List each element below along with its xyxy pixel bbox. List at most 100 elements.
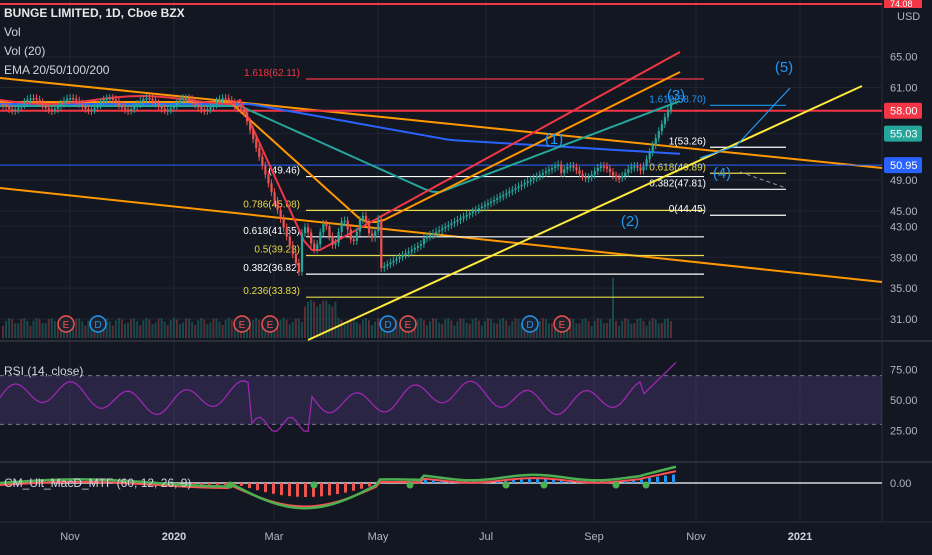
volume-bar — [669, 321, 672, 338]
wave-projection — [699, 87, 791, 159]
volume-bar — [194, 325, 197, 338]
candle — [425, 236, 429, 239]
ema20-line — [0, 51, 681, 251]
volume-bar — [151, 323, 154, 338]
candle — [8, 106, 11, 110]
candle — [288, 236, 291, 246]
candle — [514, 188, 517, 190]
volume-bar — [233, 324, 236, 338]
volume-bar — [154, 322, 157, 338]
candle — [490, 201, 493, 204]
candle — [663, 117, 667, 125]
volume-bar — [493, 322, 496, 338]
candle — [413, 247, 416, 250]
volume-bar — [630, 323, 633, 338]
candle — [566, 166, 569, 170]
candle — [453, 221, 456, 224]
volume-bar — [636, 318, 639, 338]
candle — [401, 255, 404, 257]
volume-bar — [87, 320, 90, 338]
candle — [645, 159, 648, 167]
candle — [361, 215, 365, 220]
time-axis-tick: 2021 — [788, 531, 812, 543]
rsi-indicator-label[interactable]: RSI (14, close) — [4, 364, 84, 378]
volume-bar — [307, 301, 309, 338]
candle — [337, 231, 340, 243]
price-badge-label: 50.95 — [890, 160, 918, 172]
macd-histogram-bar — [664, 475, 667, 483]
price-axis-tick: 39.00 — [890, 252, 918, 264]
volume-bar — [124, 323, 126, 338]
volume-bar — [117, 318, 120, 338]
candle — [319, 232, 322, 245]
volume-bar — [148, 319, 151, 338]
volume-bar — [377, 318, 380, 338]
candle — [75, 98, 78, 101]
volume-bar — [416, 319, 419, 338]
volume-bar — [639, 318, 642, 338]
candle — [154, 100, 157, 104]
candle — [66, 98, 69, 101]
volume-bar — [227, 318, 230, 338]
time-axis-tick: Mar — [265, 531, 284, 543]
candle — [599, 166, 602, 168]
price-axis-tick: 49.00 — [890, 175, 918, 187]
earnings-marker — [57, 315, 75, 333]
macd-indicator-label[interactable]: CM_Ult_MacD_MTF (60, 12, 26, 9) — [4, 476, 192, 490]
candle — [511, 189, 514, 192]
candle — [53, 108, 57, 111]
candle — [166, 109, 169, 112]
volume-bar — [435, 318, 438, 338]
candle — [419, 244, 423, 246]
candle — [538, 174, 541, 177]
candle — [654, 138, 657, 146]
candle — [185, 98, 188, 100]
price-badge — [884, 102, 922, 119]
candle — [200, 107, 203, 110]
symbol-title[interactable]: BUNGE LIMITED, 1D, Cboe BZX — [4, 6, 185, 20]
candle — [651, 145, 654, 153]
volume-bar — [166, 325, 169, 338]
top-price-label: 74.08 — [890, 0, 913, 9]
volume-bar — [291, 321, 294, 338]
candle — [355, 231, 358, 241]
time-axis-tick: Sep — [584, 531, 604, 543]
volume-bar — [133, 318, 136, 338]
candle — [377, 219, 380, 232]
candle — [587, 177, 590, 179]
volume-bar — [188, 318, 191, 338]
candle — [267, 174, 270, 184]
volume-bar — [221, 324, 224, 338]
candle — [142, 98, 145, 102]
macd-histogram-bar — [192, 483, 195, 485]
volume-bar — [645, 325, 648, 338]
macd-histogram-bar — [528, 478, 531, 483]
volume-bar — [300, 322, 303, 338]
candle — [300, 232, 304, 272]
fib-retracement-label: 0.786(45.08) — [243, 199, 300, 210]
volume-bar — [14, 323, 17, 338]
ema-indicator-label[interactable]: EMA 20/50/100/200 — [4, 63, 110, 77]
fib-extension-label: 1.618(58.70) — [649, 94, 706, 105]
candle — [252, 130, 255, 140]
volume-bar — [429, 321, 431, 338]
rsi-axis-tick: 25.00 — [890, 426, 918, 438]
volume-bar — [425, 325, 428, 338]
volume-bar — [319, 303, 322, 338]
candle — [432, 233, 435, 236]
volume-bar — [618, 325, 621, 338]
candle — [44, 105, 47, 108]
candle — [111, 98, 114, 100]
vol-indicator-label[interactable]: Vol — [4, 25, 21, 39]
candle — [615, 175, 618, 178]
candle — [279, 209, 282, 219]
candle — [270, 183, 273, 193]
vol20-indicator-label[interactable]: Vol (20) — [4, 44, 46, 58]
volume-bar — [474, 318, 477, 338]
candle — [627, 169, 630, 173]
wave-label: (3) — [667, 87, 685, 104]
volume-bar — [444, 319, 447, 338]
candle — [364, 215, 368, 223]
candle — [334, 242, 337, 245]
candle — [657, 131, 660, 139]
